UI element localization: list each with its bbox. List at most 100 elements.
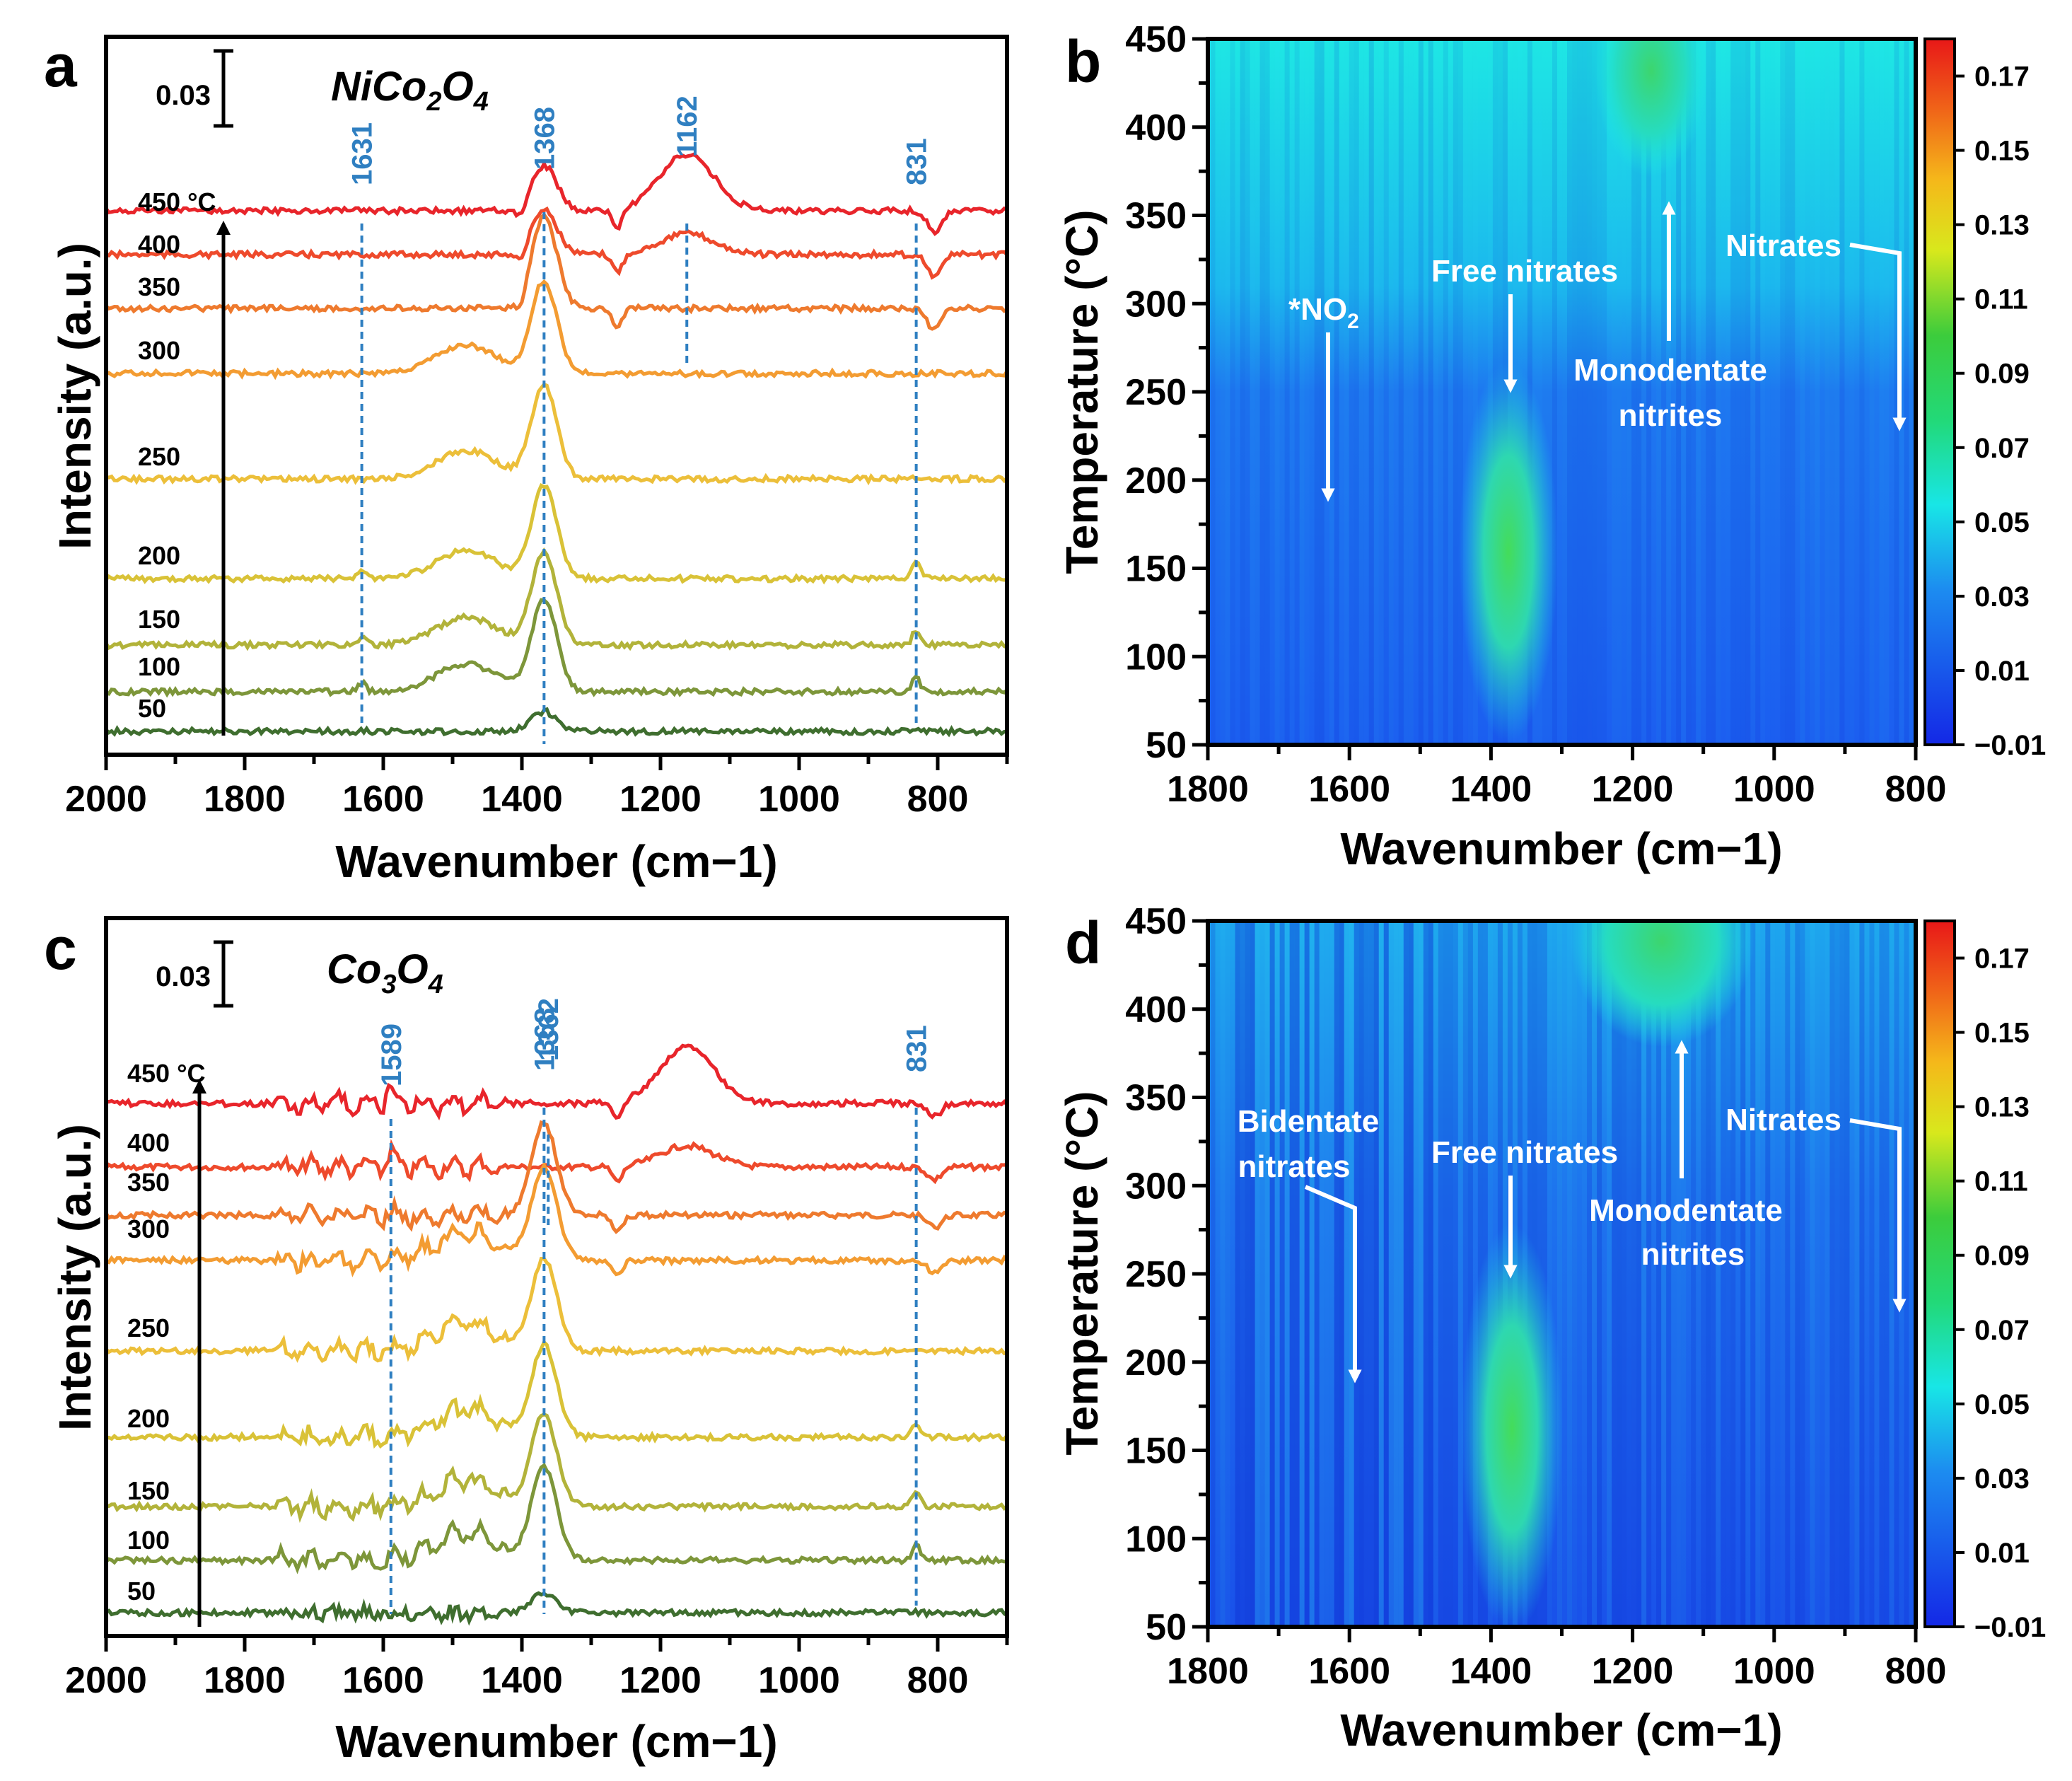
panel-a-series-4 — [105, 382, 1008, 486]
panel-b-letter: b — [1065, 28, 1101, 95]
panel-d-y-tick-8: 450 — [1125, 901, 1187, 942]
panel-c-x-tick-4: 1200 — [619, 1660, 702, 1701]
panel-a-series-1 — [105, 206, 1008, 280]
panel-d-colorbar-tick-8: 0.01 — [1974, 1538, 2030, 1569]
panel-c-scale-bar-label: 0.03 — [156, 961, 211, 992]
panel-b-colorbar-tick-9: −0.01 — [1974, 730, 2046, 761]
panel-d-letter: d — [1065, 910, 1101, 976]
panel-b-x-tick-2: 1400 — [1450, 769, 1532, 810]
panel-d: d 1800 1600 1400 1200 1000 800 50 100 150 200 250… — [1057, 901, 2046, 1756]
panel-a-x-tick-0: 2000 — [65, 779, 147, 820]
panel-b-hotspot-monodentate — [1595, 39, 1708, 177]
panel-d-x-tick-3: 1200 — [1592, 1651, 1674, 1692]
panel-b-annotation-nitrites: nitrites — [1619, 398, 1723, 433]
panel-c-y-label: Intensity (a.u.) — [50, 1124, 100, 1431]
panel-c-x-tick-0: 2000 — [65, 1660, 147, 1701]
panel-b-colorbar-tick-7: 0.03 — [1974, 581, 2030, 613]
panel-a-y-label: Intensity (a.u.) — [50, 243, 100, 550]
panel-b-arrow-nitrates — [1849, 243, 1907, 431]
panel-c-series-6 — [105, 1412, 1008, 1524]
panel-b-y-tick-6: 350 — [1125, 196, 1187, 237]
panel-d-x-tick-5: 800 — [1885, 1651, 1947, 1692]
panel-c-sample-label: Co3O4 — [327, 946, 443, 999]
panel-b-colorbar-tick-2: 0.13 — [1974, 210, 2030, 241]
panel-a-peak-label-3: 831 — [902, 138, 933, 185]
panel-c-temp-label-4: 250 — [127, 1313, 170, 1342]
panel-a-temp-label-8: 50 — [138, 694, 166, 723]
panel-c-temp-label-7: 100 — [127, 1526, 170, 1555]
panel-b-y-tick-7: 400 — [1125, 108, 1187, 149]
panel-b-x-tick-1: 1600 — [1308, 769, 1390, 810]
panel-a-x-tick-2: 1600 — [342, 779, 424, 820]
panel-d-y-tick-7: 400 — [1125, 990, 1187, 1031]
panel-b-x-tick-4: 1000 — [1733, 769, 1815, 810]
panel-a-letter: a — [44, 33, 78, 99]
panel-c-series-3 — [105, 1161, 1008, 1277]
panel-b-x-tick-0: 1800 — [1167, 769, 1249, 810]
panel-b-y-ticks: 50 100 150 200 250 300 350 400 450 — [1125, 19, 1208, 766]
panel-c-scale-bar: 0.03 — [156, 940, 233, 1008]
panel-d-colorbar-tick-7: 0.03 — [1974, 1463, 2030, 1495]
panel-a-peak-label-2: 1162 — [672, 95, 703, 157]
panel-c-x-tick-5: 1000 — [758, 1660, 840, 1701]
panel-a-series-5 — [105, 482, 1008, 585]
panel-d-x-tick-4: 1000 — [1733, 1651, 1815, 1692]
panel-a-x-label: Wavenumber (cm−1) — [335, 836, 777, 887]
panel-a-temp-label-5: 200 — [138, 541, 180, 570]
panel-c-x-tick-1: 1800 — [204, 1660, 286, 1701]
panel-c-peak-label-0: 1589 — [376, 1023, 407, 1086]
panel-d-annotation-free-nitrates: Free nitrates — [1431, 1135, 1618, 1170]
panel-d-colorbar-tick-1: 0.15 — [1974, 1018, 2030, 1049]
panel-c-series-0 — [105, 1043, 1008, 1121]
panel-b-colorbar-ticks: 0.17 0.15 0.13 0.11 0.09 0.07 0.05 0.03 0.01 −0.0… — [1955, 62, 2046, 761]
panel-d-colorbar-tick-6: 0.05 — [1974, 1389, 2030, 1420]
panel-c-x-tick-6: 800 — [907, 1660, 969, 1701]
panel-b-y-label: Temperature (°C) — [1057, 209, 1107, 574]
panel-c-x-tick-3: 1400 — [481, 1660, 563, 1701]
panel-c-sample-part-4: 4 — [428, 970, 443, 999]
panel-d-y-tick-0: 50 — [1146, 1607, 1187, 1648]
panel-d-y-tick-1: 100 — [1125, 1519, 1187, 1560]
panel-d-colorbar-tick-2: 0.13 — [1974, 1092, 2030, 1123]
panel-a-x-tick-1: 1800 — [204, 779, 286, 820]
panel-c-temp-label-2: 350 — [127, 1168, 170, 1197]
panel-b-y-tick-4: 250 — [1125, 372, 1187, 413]
panel-d-colorbar-tick-9: −0.01 — [1974, 1612, 2046, 1643]
panel-a-sample-part-2: Co — [372, 64, 426, 110]
panel-d-annotation-nitrites: nitrites — [1641, 1237, 1745, 1272]
panel-b-x-label: Wavenumber (cm−1) — [1340, 823, 1782, 874]
panel-a-peak-label-1: 1368 — [529, 107, 560, 170]
panel-a-series-2 — [105, 211, 1008, 331]
panel-a-sample-label: NiCo2O4 — [331, 64, 489, 117]
panel-a-x-tick-4: 1200 — [619, 779, 702, 820]
panel-c-peak-label-3: 831 — [902, 1025, 933, 1072]
panel-d-annotation-bidentate-nitrates: nitrates — [1238, 1149, 1351, 1184]
panel-a-scale-bar-label: 0.03 — [156, 80, 211, 111]
panel-a-x-tick-3: 1400 — [481, 779, 563, 820]
panel-a-temp-label-2: 350 — [138, 272, 180, 301]
panel-d-heatmap — [1208, 921, 1916, 1627]
panel-d-colorbar-ticks: 0.17 0.15 0.13 0.11 0.09 0.07 0.05 0.03 0.01 −0.0… — [1955, 944, 2046, 1643]
panel-b-y-tick-3: 200 — [1125, 460, 1187, 501]
panel-b-x-tick-5: 800 — [1885, 769, 1947, 810]
panel-c-temp-label-3: 300 — [127, 1214, 170, 1243]
panel-d-x-label: Wavenumber (cm−1) — [1340, 1705, 1782, 1756]
panel-d-y-tick-5: 300 — [1125, 1166, 1187, 1207]
panel-a-x-ticks: 2000 1800 1600 1400 1200 1000 800 — [65, 755, 1009, 820]
panel-a-sample-part-5: 4 — [473, 87, 489, 117]
panel-d-x-ticks: 1800 1600 1400 1200 1000 800 — [1167, 1627, 1946, 1692]
panel-d-annotation-nitrates: Nitrates — [1725, 1103, 1841, 1137]
panel-d-arrow-bidentate — [1304, 1185, 1362, 1383]
panel-c-temp-label-8: 50 — [127, 1577, 156, 1606]
panel-d-y-tick-6: 350 — [1125, 1078, 1187, 1119]
panel-c-spectra — [104, 1043, 1009, 1626]
panel-d-y-tick-3: 200 — [1125, 1342, 1187, 1383]
panel-b-colorbar-tick-8: 0.01 — [1974, 656, 2030, 687]
panel-a-sample-part-1: Ni — [331, 64, 373, 110]
panel-b-colorbar-tick-4: 0.09 — [1974, 359, 2030, 390]
panel-a-scale-bar: 0.03 — [156, 49, 233, 128]
panel-d-x-tick-1: 1600 — [1308, 1651, 1390, 1692]
panel-a-temp-label-0: 450 °C — [138, 187, 216, 216]
panel-a-series-0 — [104, 152, 1008, 236]
